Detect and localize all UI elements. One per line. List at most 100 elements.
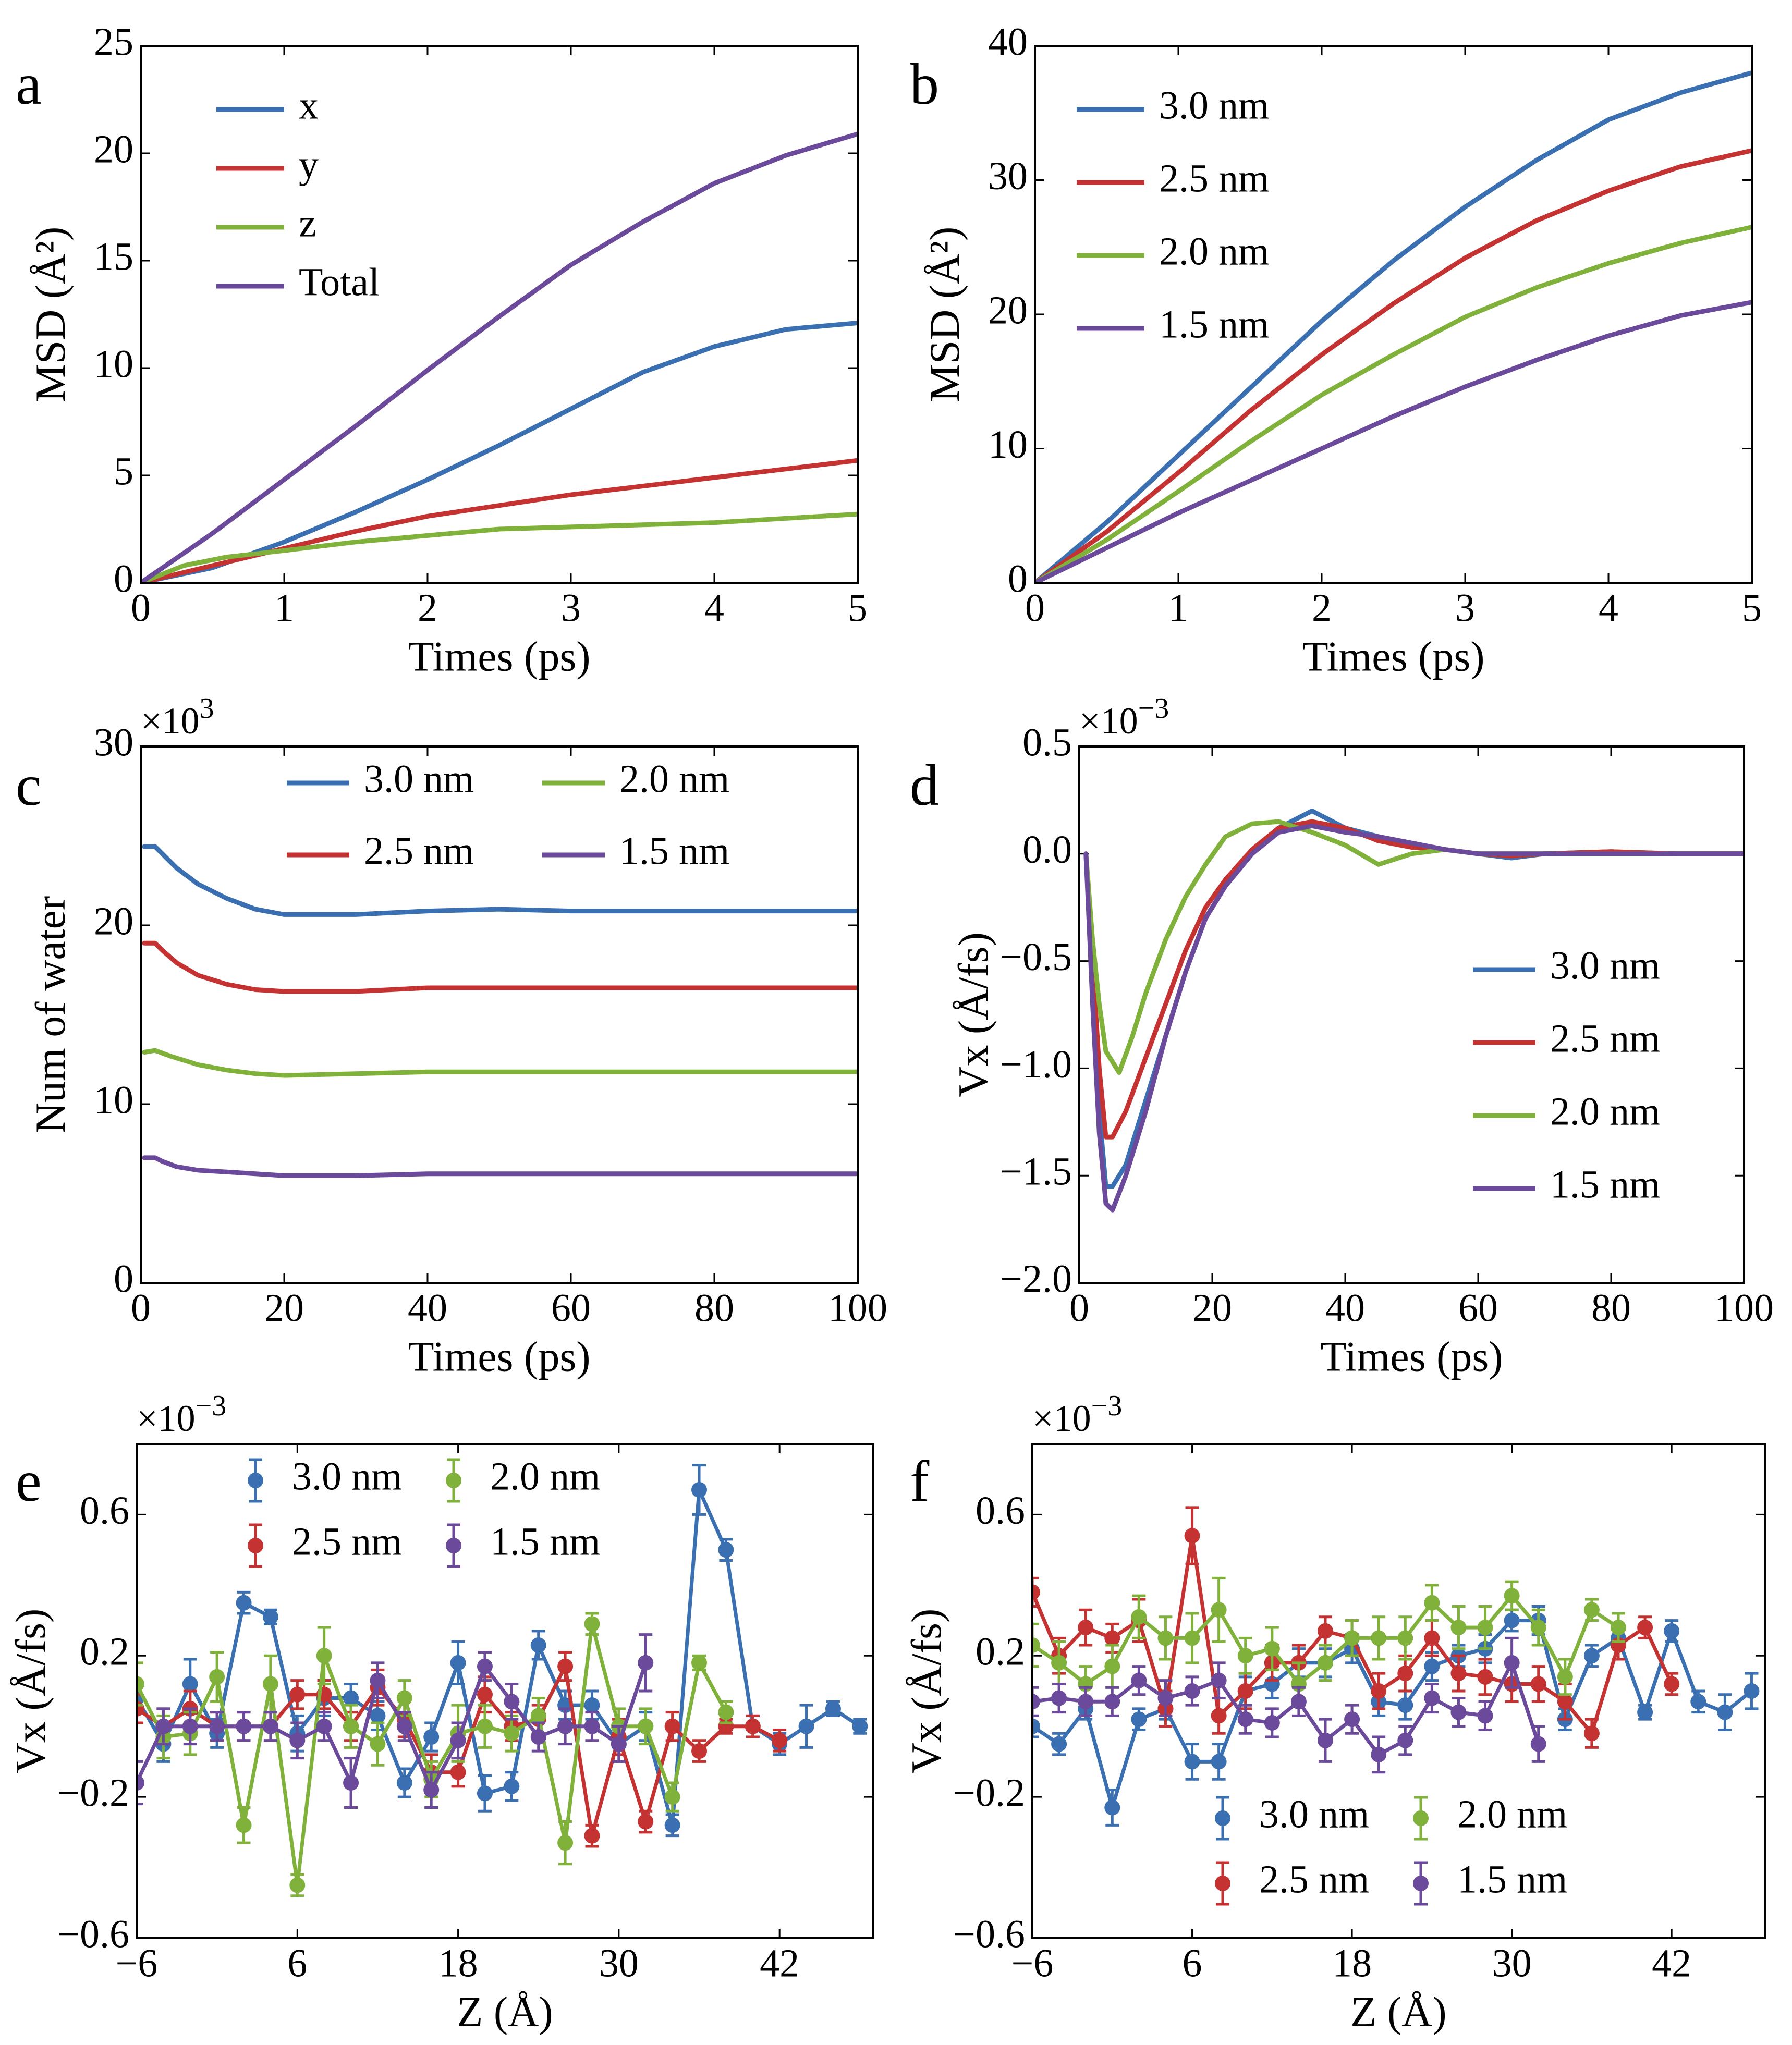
data-point: [584, 1616, 600, 1632]
x-tick-label: 42: [1652, 1942, 1691, 1986]
data-point: [423, 1729, 440, 1745]
legend-label: 3.0 nm: [364, 757, 474, 801]
legend-label: 2.0 nm: [619, 757, 729, 801]
data-point: [1424, 1595, 1440, 1611]
data-point: [1450, 1666, 1467, 1682]
data-layer: [137, 1464, 868, 1897]
x-axis-label: Times (ps): [1320, 1332, 1503, 1380]
legend: 3.0 nm 2.5 nm 2.0 nm 1.5 nm: [1077, 83, 1269, 346]
x-tick-label: −6: [1011, 1942, 1054, 1986]
y-tick-label: 40: [988, 20, 1028, 64]
data-point: [1583, 1602, 1600, 1618]
x-tick-label: 60: [551, 1287, 591, 1330]
x-tick-label: 80: [694, 1287, 734, 1330]
y-tick-label: 25: [94, 20, 133, 64]
legend-label: 2.0 nm: [1457, 1792, 1567, 1836]
data-point: [1264, 1715, 1280, 1731]
y-tick-label: −0.2: [953, 1771, 1025, 1815]
legend: 3.0 nm 2.5 nm 2.0 nm 1.5 nm: [1473, 944, 1660, 1206]
y-axis-label: Vx (Å/fs): [7, 1609, 54, 1774]
x-tick-label: 4: [1599, 586, 1618, 630]
x-tick-label: 4: [704, 586, 724, 630]
y-tick-label: 15: [94, 235, 133, 278]
scale-exponent: −3: [196, 1390, 227, 1422]
legend: 3.0 nm 2.5 nm 2.0 nm 1.5 nm: [287, 757, 729, 873]
legend: xyz Total: [216, 83, 380, 304]
y-tick-label: 0.6: [976, 1489, 1025, 1533]
y-tick-label: 0: [114, 1257, 133, 1301]
plot-frame: [140, 45, 859, 584]
data-layer: [142, 844, 858, 1178]
x-axis-label: Z (Å): [457, 1988, 553, 2035]
series-line-3-0-nm: [142, 844, 858, 917]
data-point: [477, 1785, 493, 1802]
plot-frame: [1078, 745, 1745, 1284]
y-tick-label: 20: [94, 127, 133, 171]
data-point: [1477, 1669, 1493, 1685]
data-point: [1530, 1620, 1546, 1636]
data-point: [852, 1718, 868, 1734]
x-tick-label: 2: [418, 586, 437, 630]
legend-label: 2.5 nm: [1159, 156, 1269, 200]
data-layer: [1032, 1506, 1760, 1827]
y-tick-label: 0.2: [976, 1630, 1025, 1674]
y-tick-label: 10: [94, 1078, 133, 1122]
panel-f: f −6 6 18 30 42 −0.6 −0.2 0.2 0.6 Z (Å) Vx (Å/fs) ×1…: [903, 1390, 1766, 2035]
data-point: [530, 1729, 546, 1745]
y-axis-label: Vx (Å/fs): [949, 932, 997, 1097]
legend-marker: [248, 1538, 263, 1553]
data-point: [691, 1655, 708, 1671]
data-point: [182, 1676, 198, 1692]
legend-label: y: [299, 142, 319, 186]
panel-b: b 0 1 2 3 4 5 0 10 20 30 40 Times (ps) MSD (Å²) 3.0 nm…: [910, 20, 1762, 680]
y-tick-label: 5: [114, 449, 133, 493]
data-point: [1424, 1690, 1440, 1706]
legend-marker: [446, 1538, 461, 1553]
data-point: [1290, 1694, 1307, 1710]
data-point: [638, 1718, 654, 1734]
legend-label: 1.5 nm: [619, 829, 729, 873]
data-point: [664, 1817, 680, 1833]
legend-label: 3.0 nm: [1259, 1792, 1369, 1836]
y-tick-label: −0.6: [57, 1912, 129, 1956]
data-point: [289, 1686, 306, 1703]
panel-letter: d: [910, 753, 939, 818]
data-point: [477, 1718, 493, 1734]
data-point: [1397, 1630, 1413, 1646]
data-point: [236, 1817, 252, 1833]
data-point: [1131, 1672, 1147, 1688]
data-point: [1104, 1694, 1120, 1710]
data-point: [1131, 1711, 1147, 1728]
y-tick-label: −1.0: [1000, 1043, 1072, 1086]
data-point: [691, 1482, 708, 1498]
data-point: [343, 1775, 359, 1791]
series-line-z: [141, 511, 858, 583]
legend-label: 1.5 nm: [490, 1520, 600, 1563]
y-tick-label: −2.0: [1000, 1257, 1072, 1301]
y-tick-label: 0.2: [80, 1630, 129, 1674]
data-point: [1717, 1704, 1733, 1720]
data-point: [396, 1690, 412, 1706]
x-tick-label: 6: [287, 1942, 307, 1986]
legend-label: 2.5 nm: [292, 1520, 402, 1563]
data-point: [289, 1877, 306, 1893]
data-point: [316, 1648, 332, 1664]
x-tick-label: −6: [116, 1942, 158, 1986]
data-point: [1504, 1655, 1520, 1671]
data-point: [1051, 1736, 1067, 1752]
legend: 3.0 nm 2.5 nm 2.0 nm 1.5 nm: [248, 1454, 600, 1568]
x-axis-label: Times (ps): [1302, 632, 1484, 680]
legend-marker: [248, 1473, 263, 1488]
legend-label: 3.0 nm: [1550, 944, 1660, 987]
data-point: [396, 1775, 412, 1791]
data-point: [1664, 1676, 1680, 1692]
data-point: [1318, 1623, 1333, 1639]
x-tick-label: 42: [760, 1942, 799, 1986]
data-point: [450, 1732, 466, 1748]
y-axis-label: MSD (Å²): [27, 227, 74, 402]
series-line-1-5-nm: [1035, 300, 1752, 583]
x-axis-label: Z (Å): [1350, 1988, 1446, 2035]
data-point: [584, 1828, 600, 1844]
data-point: [1583, 1725, 1600, 1742]
data-point: [1318, 1732, 1333, 1748]
